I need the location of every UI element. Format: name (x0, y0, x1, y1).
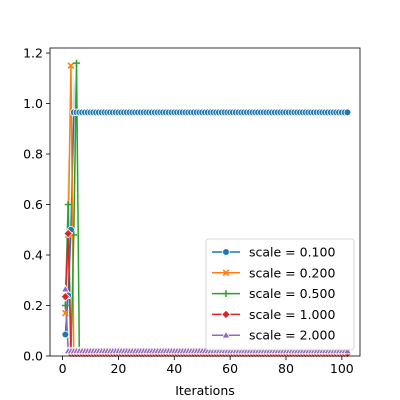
y-tick-label: 0.4 (23, 248, 43, 263)
legend: scale = 0.100 scale = 0.200 scale = 0.500 s… (205, 238, 355, 351)
legend-item-scale-0-500: scale = 0.500 (212, 286, 335, 301)
y-tick-label: 0.0 (23, 349, 43, 364)
y-tick-label: 0.8 (23, 147, 43, 162)
data-point-scale-0-500 (64, 201, 72, 208)
legend-item-scale-1-000: scale = 1.000 (212, 307, 335, 322)
legend-item-scale-0-200: scale = 0.200 (212, 265, 335, 280)
legend-marker (222, 269, 230, 277)
legend-label: scale = 0.200 (249, 265, 335, 280)
data-point-scale-0-500-glyph (61, 302, 69, 309)
legend-marker (221, 309, 231, 320)
legend-label: scale = 0.100 (249, 245, 335, 260)
data-point-scale-0-200 (67, 62, 75, 70)
y-tick-label: 1.2 (23, 46, 43, 61)
legend-label: scale = 2.000 (249, 328, 335, 343)
y-axis: 0.0 0.2 0.4 0.6 0.8 1.0 1.2 (23, 46, 50, 364)
data-point-scale-0-100 (343, 108, 352, 117)
data-point-scale-0-500 (73, 59, 80, 67)
plot-frame (49, 47, 361, 357)
data-point-scale-0-100 (61, 330, 70, 339)
legend-box (205, 238, 355, 351)
x-tick-label: 80 (278, 361, 294, 376)
x-tick-label: 60 (222, 361, 238, 376)
data-point-scale-0-200-glyph (61, 309, 69, 317)
data-point-scale-0-200-glyph (67, 62, 75, 70)
legend-marker-glyph (222, 290, 230, 297)
series-points-scale-0-100 (61, 108, 352, 339)
legend-marker-glyph (222, 269, 230, 277)
x-tick-label: 100 (330, 361, 354, 376)
data-point-scale-0-500-glyph (73, 59, 80, 67)
legend-label: scale = 1.000 (249, 307, 335, 322)
y-tick-label: 1.0 (23, 96, 43, 111)
x-tick-label: 0 (59, 361, 67, 376)
data-point-scale-1-000 (60, 291, 71, 302)
y-tick-label: 0.6 (23, 197, 43, 212)
legend-marker (222, 290, 230, 297)
y-tick-label: 0.2 (23, 298, 43, 313)
data-point-scale-1-000 (63, 228, 73, 239)
data-point-scale-0-500 (61, 302, 69, 309)
x-tick-label: 40 (166, 361, 182, 376)
data-point-scale-2-000 (342, 346, 352, 355)
legend-marker (222, 248, 230, 256)
legend-item-scale-0-100: scale = 0.100 (212, 245, 335, 260)
series-points-scale-2-000 (60, 284, 352, 355)
legend-item-scale-2-000: scale = 2.000 (212, 328, 335, 343)
x-axis: 0 20 40 60 80 100 (59, 356, 354, 376)
data-point-scale-2-000 (60, 284, 70, 293)
data-point-scale-0-500-glyph (64, 201, 72, 208)
series-points-scale-1-000 (60, 228, 353, 359)
legend-marker (221, 330, 231, 339)
series-markers (60, 59, 353, 359)
x-axis-title: Iterations (175, 383, 235, 398)
x-tick-label: 20 (110, 361, 126, 376)
data-point-scale-0-200 (61, 309, 69, 317)
legend-label: scale = 0.500 (249, 286, 335, 301)
